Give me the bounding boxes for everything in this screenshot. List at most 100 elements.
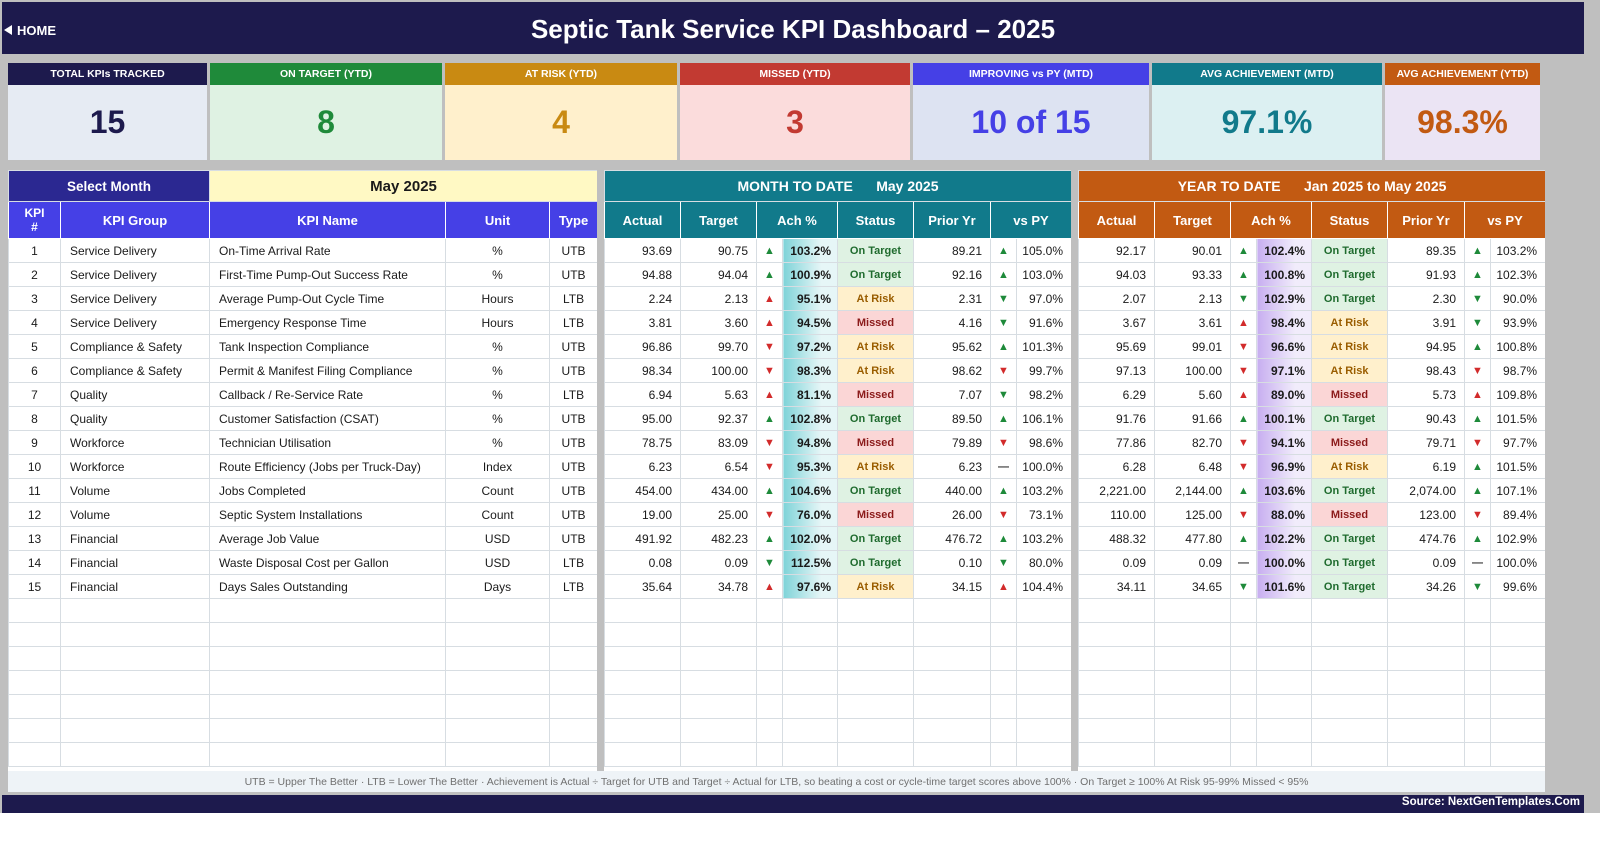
trend-down-icon: ▼: [1230, 334, 1257, 359]
month-selector[interactable]: May 2025: [209, 170, 597, 202]
empty-cell: [1256, 694, 1312, 719]
empty-cell: [1230, 598, 1257, 623]
actual-value: 3.81: [604, 310, 681, 335]
kpi-group: Volume: [59, 478, 211, 503]
empty-cell: [990, 718, 1017, 743]
achievement-value: 104.6%: [782, 478, 838, 503]
column-header: vs PY: [990, 201, 1071, 239]
achievement-value: 81.1%: [782, 382, 838, 407]
vs-py-value: 101.3%: [1016, 334, 1071, 359]
trend-up-icon: ▲: [1230, 262, 1257, 287]
status-badge: On Target: [1311, 238, 1388, 263]
kpi-card-label: AT RISK (YTD): [445, 63, 677, 85]
column-header: Ach %: [1230, 201, 1312, 239]
achievement-value: 96.9%: [1256, 454, 1312, 479]
vs-py-value: 105.0%: [1016, 238, 1071, 263]
kpi-unit: %: [445, 334, 551, 359]
achievement-value: 97.6%: [782, 574, 838, 599]
table-row: 78.75 83.09 ▼ 94.8% Missed 79.89 ▼ 98.6%: [604, 430, 1071, 455]
table-row: 2,221.00 2,144.00 ▲ 103.6% On Target 2,074.00…: [1078, 478, 1545, 503]
empty-cell: [8, 598, 61, 623]
empty-cell: [782, 598, 838, 623]
achievement-value: 95.3%: [782, 454, 838, 479]
home-button[interactable]: HOME: [4, 20, 56, 40]
actual-value: 96.86: [604, 334, 681, 359]
table-row: [1078, 646, 1545, 671]
actual-value: 34.11: [1078, 574, 1155, 599]
footer-bar: Source: NextGenTemplates.Com: [2, 795, 1584, 813]
empty-cell: [756, 598, 783, 623]
empty-cell: [837, 718, 914, 743]
column-header: Actual: [604, 201, 681, 239]
target-value: 94.04: [680, 262, 757, 287]
actual-value: 98.34: [604, 358, 681, 383]
target-value: 482.23: [680, 526, 757, 551]
page-title: Septic Tank Service KPI Dashboard – 2025: [530, 14, 1056, 44]
month-to-date-panel: MONTH TO DATE May 2025 Actual Target Ach %…: [604, 170, 1071, 780]
trend-down-icon: ▼: [1230, 430, 1257, 455]
status-badge: At Risk: [837, 334, 914, 359]
actual-value: 95.00: [604, 406, 681, 431]
kpi-card-value: 8: [210, 85, 442, 160]
empty-cell: [59, 670, 211, 695]
kpi-unit: Count: [445, 478, 551, 503]
empty-cell: [8, 718, 61, 743]
empty-cell: [549, 622, 597, 647]
target-value: 6.48: [1154, 454, 1231, 479]
empty-cell: [8, 694, 61, 719]
trend-up-icon: ▲: [756, 310, 783, 335]
vs-py-value: 103.2%: [1016, 526, 1071, 551]
trend-down-icon: ▼: [756, 334, 783, 359]
column-header: Prior Yr: [913, 201, 991, 239]
select-month-label: Select Month: [8, 170, 211, 202]
empty-cell: [445, 598, 551, 623]
table-row: [8, 670, 597, 695]
kpi-type: LTB: [549, 286, 597, 311]
empty-cell: [990, 694, 1017, 719]
kpi-number: 6: [8, 358, 61, 383]
empty-cell: [604, 742, 681, 767]
empty-cell: [680, 598, 757, 623]
empty-cell: [1230, 646, 1257, 671]
kpi-unit: %: [445, 382, 551, 407]
legend-note: UTB = Upper The Better · LTB = Lower The…: [8, 771, 1545, 792]
empty-cell: [604, 694, 681, 719]
empty-cell: [209, 742, 447, 767]
kpi-group: Workforce: [59, 430, 211, 455]
column-header: Prior Yr: [1387, 201, 1465, 239]
empty-cell: [1256, 622, 1312, 647]
vs-py-value: 104.4%: [1016, 574, 1071, 599]
prior-year-value: 92.16: [913, 262, 991, 287]
kpi-name: Technician Utilisation: [209, 430, 447, 455]
achievement-value: 88.0%: [1256, 502, 1312, 527]
kpi-name: On-Time Arrival Rate: [209, 238, 447, 263]
achievement-value: 94.1%: [1256, 430, 1312, 455]
vs-py-value: 97.7%: [1489, 430, 1545, 455]
table-row: 2.24 2.13 ▲ 95.1% At Risk 2.31 ▼ 97.0%: [604, 286, 1071, 311]
trend-flat-icon: —: [990, 454, 1017, 479]
kpi-number: 2: [8, 262, 61, 287]
actual-value: 77.86: [1078, 430, 1155, 455]
empty-cell: [1256, 718, 1312, 743]
vs-py-value: 103.2%: [1016, 478, 1071, 503]
target-value: 99.70: [680, 334, 757, 359]
target-value: 434.00: [680, 478, 757, 503]
empty-cell: [1078, 622, 1155, 647]
kpi-name: Tank Inspection Compliance: [209, 334, 447, 359]
trend-up-icon: ▲: [1464, 238, 1491, 263]
vs-py-value: 91.6%: [1016, 310, 1071, 335]
column-header: Actual: [1078, 201, 1155, 239]
kpi-card: AVG ACHIEVEMENT (MTD) 97.1%: [1152, 63, 1382, 160]
empty-cell: [59, 718, 211, 743]
kpi-name: Days Sales Outstanding: [209, 574, 447, 599]
table-row: 454.00 434.00 ▲ 104.6% On Target 440.00 ▲ 103.2…: [604, 478, 1071, 503]
prior-year-value: 91.93: [1387, 262, 1465, 287]
empty-cell: [1256, 646, 1312, 671]
kpi-number: 15: [8, 574, 61, 599]
empty-cell: [604, 670, 681, 695]
achievement-value: 97.2%: [782, 334, 838, 359]
kpi-unit: %: [445, 262, 551, 287]
actual-value: 2,221.00: [1078, 478, 1155, 503]
actual-value: 19.00: [604, 502, 681, 527]
kpi-group: Financial: [59, 526, 211, 551]
